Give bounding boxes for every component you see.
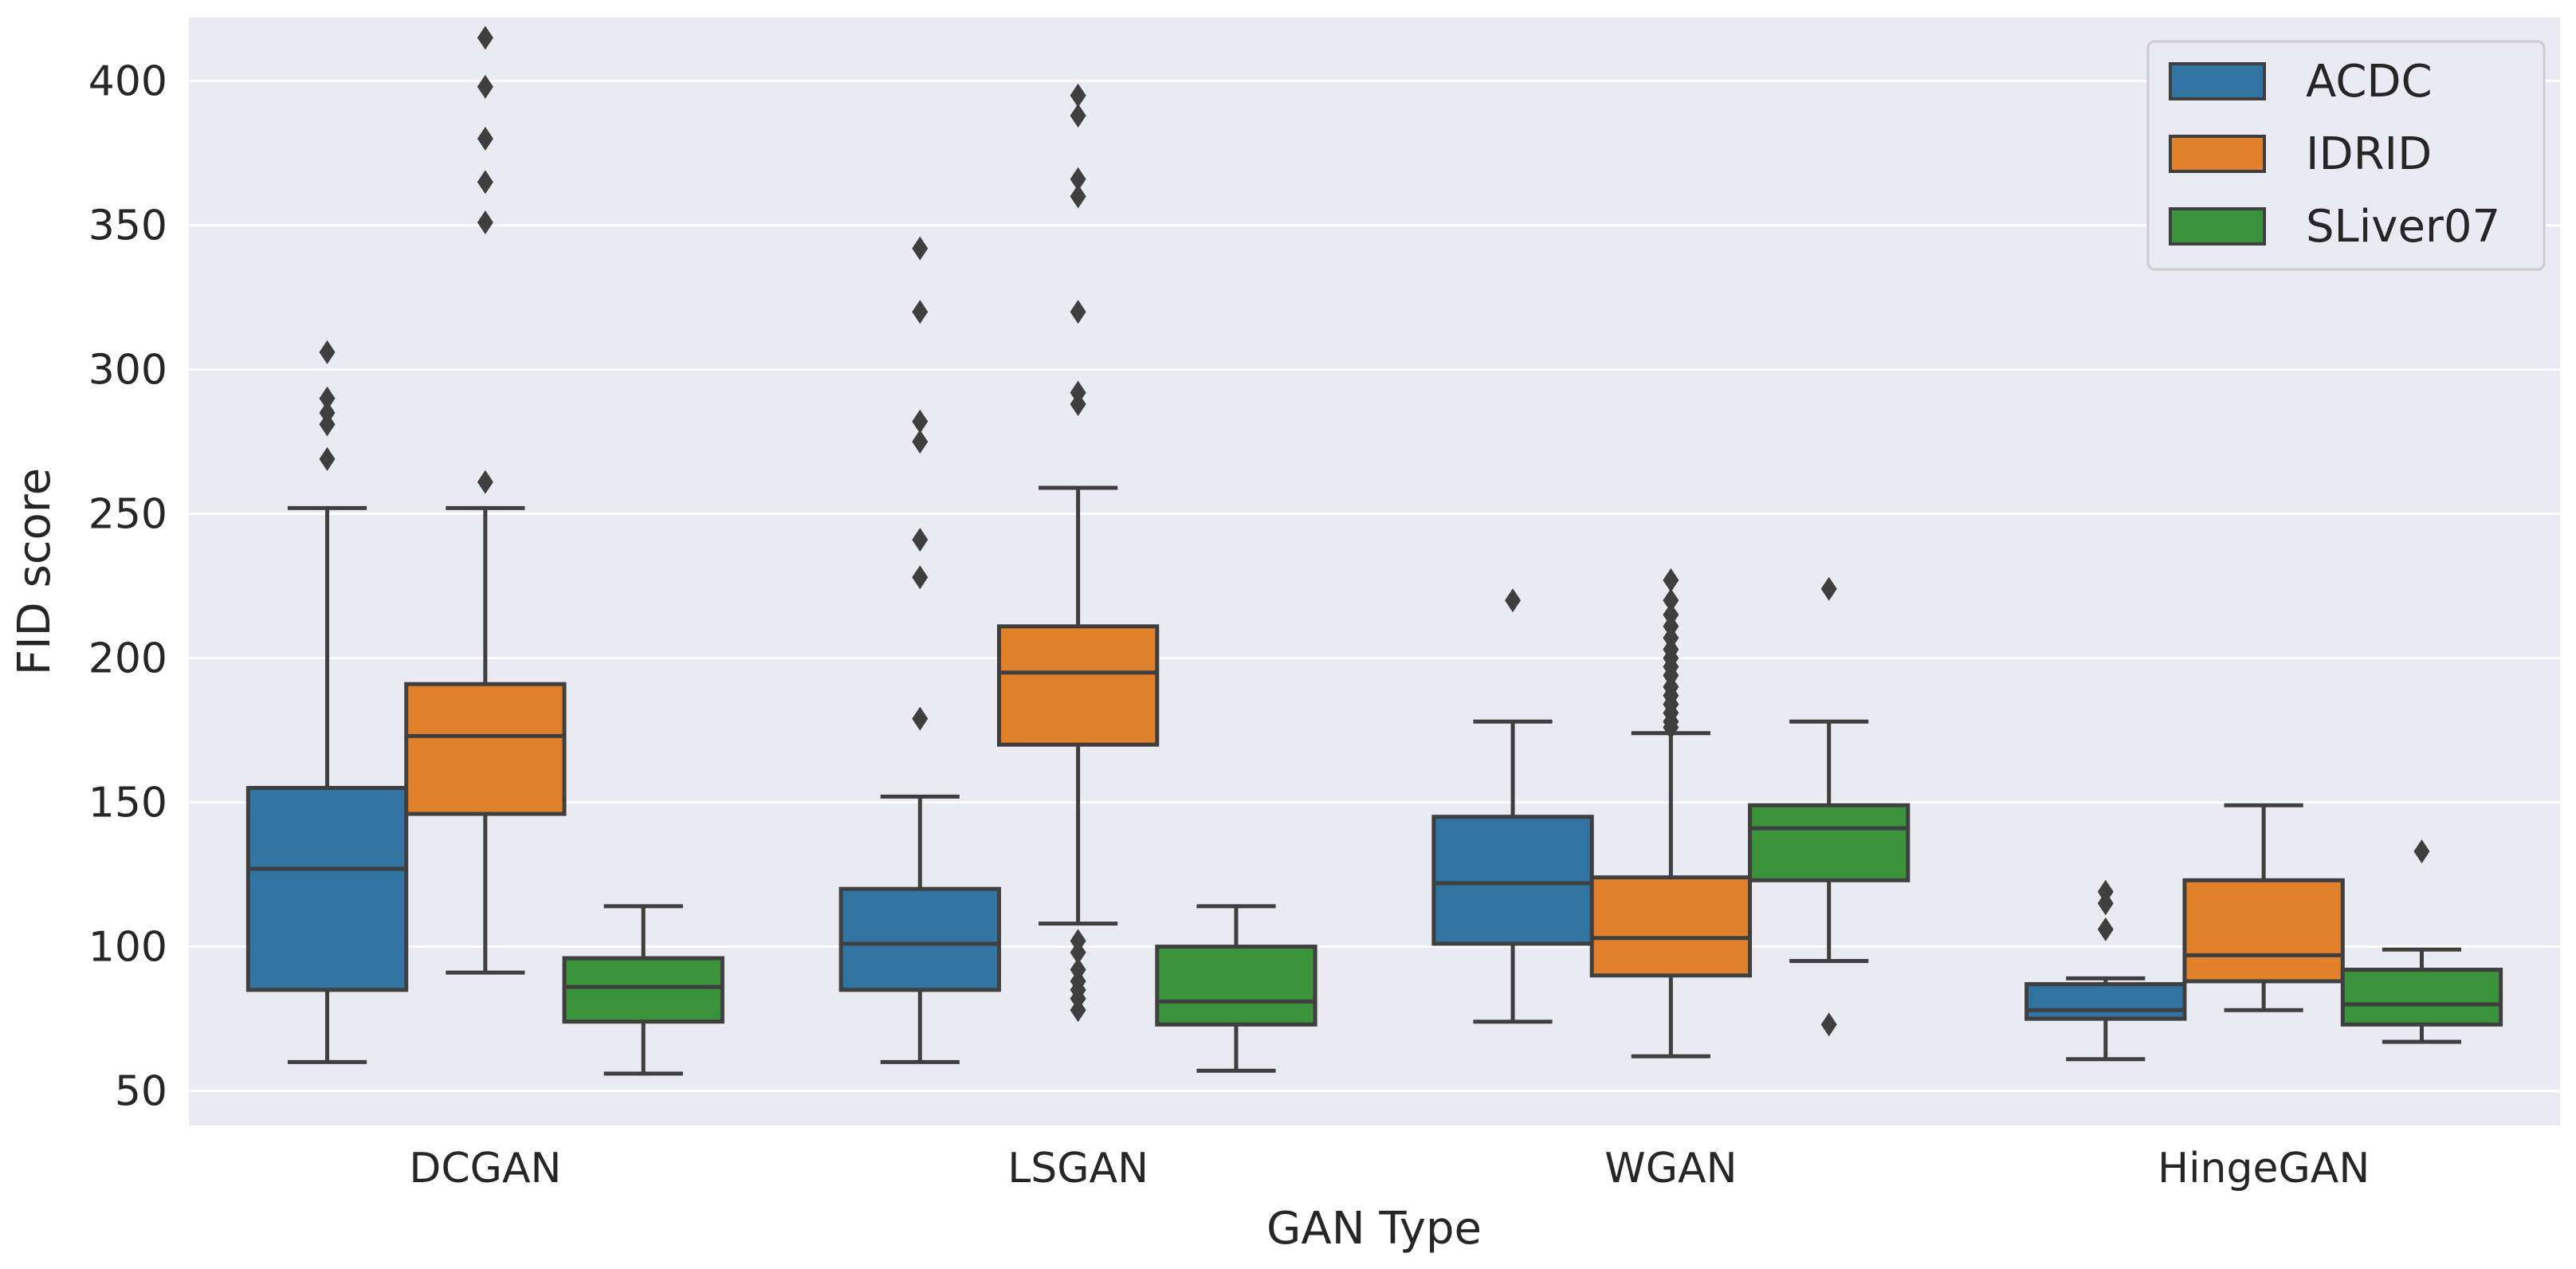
outlier-point [477,74,493,99]
y-tick-label: 50 [115,1068,167,1116]
y-tick-label: 400 [88,58,167,106]
box-sliver07-dcgan [562,904,724,1076]
outlier-point [1505,588,1522,613]
outlier-point [1070,104,1086,128]
outlier-point [477,127,493,151]
x-tick-label: WGAN [1604,1145,1737,1192]
outlier-point [477,170,493,194]
y-axis-ticks: 50 100 150 200 250 300 350 400 [88,58,167,1116]
legend-swatch-acdc [2169,62,2266,100]
y-tick-label: 350 [88,202,167,250]
box-acdc-dcgan [245,340,409,1064]
outlier-point [477,469,493,494]
box-iqr [996,624,1160,747]
outlier-point [1663,568,1679,592]
y-axis-title: FID score [9,468,61,675]
box-sliver07-wgan [1748,576,1910,1037]
outlier-point [319,446,336,471]
y-tick-label: 150 [88,780,167,827]
outlier-point [912,706,929,731]
x-tick-label: HingeGAN [2158,1145,2370,1192]
box-sliver07-lsgan [1155,904,1317,1073]
outlier-point [319,400,336,425]
outlier-point [1663,603,1679,627]
box-iqr [1748,803,1910,882]
outlier-point [1070,300,1086,324]
box-iqr [562,956,724,1024]
outlier-point [912,300,929,324]
outlier-point [1663,588,1679,613]
y-tick-label: 200 [88,635,167,683]
outlier-point [319,340,336,364]
box-idrid-hingegan [2182,803,2345,1012]
outlier-point [2097,917,2114,941]
box-iqr [404,682,567,816]
legend: ACDC IDRID SLiver07 [2146,40,2546,271]
outlier-point [912,409,929,434]
legend-swatch-idrid [2169,135,2266,173]
box-iqr [1589,875,1753,978]
legend-label-acdc: ACDC [2306,56,2433,108]
box-iqr [2182,878,2345,984]
y-tick-label: 100 [88,924,167,972]
outlier-point [1070,83,1086,108]
x-tick-label: DCGAN [409,1145,561,1192]
box-iqr [1155,945,1317,1027]
legend-label-idrid: IDRID [2306,128,2432,180]
x-axis-ticks: DCGAN LSGAN WGAN HingeGAN [409,1145,2370,1192]
outlier-point [912,236,929,261]
box-iqr [2340,968,2503,1027]
x-tick-label: LSGAN [1007,1145,1149,1192]
outlier-point [1820,576,1837,601]
y-tick-label: 300 [88,347,167,395]
box-acdc-wgan [1431,588,1594,1024]
box-acdc-lsgan [838,236,1001,1064]
box-sliver07-hingegan [2340,839,2503,1044]
outlier-point [1070,167,1086,191]
outlier-point [1070,957,1086,982]
box-iqr [245,785,409,992]
legend-label-sliver07: SLiver07 [2306,201,2500,253]
box-iqr [2024,982,2187,1021]
box-iqr [838,886,1001,992]
outlier-point [477,210,493,235]
box-iqr [1431,815,1594,946]
legend-swatch-sliver07 [2169,207,2266,246]
outlier-point [1070,380,1086,405]
outlier-point [2097,879,2114,904]
outlier-point [912,528,929,552]
outlier-point [912,430,929,454]
box-idrid-dcgan [404,26,567,975]
x-axis-title: GAN Type [1266,1203,1482,1255]
outlier-point [1820,1012,1837,1037]
box-idrid-lsgan [996,83,1160,1023]
box-idrid-wgan [1589,568,1753,1059]
boxes [245,26,2503,1076]
outlier-point [2413,839,2430,864]
outlier-point [912,565,929,590]
outlier-point [1070,184,1086,209]
outlier-point [477,26,493,50]
y-tick-label: 250 [88,491,167,539]
outlier-point [1070,929,1086,953]
box-acdc-hingegan [2024,879,2187,1062]
outlier-point [319,386,336,411]
